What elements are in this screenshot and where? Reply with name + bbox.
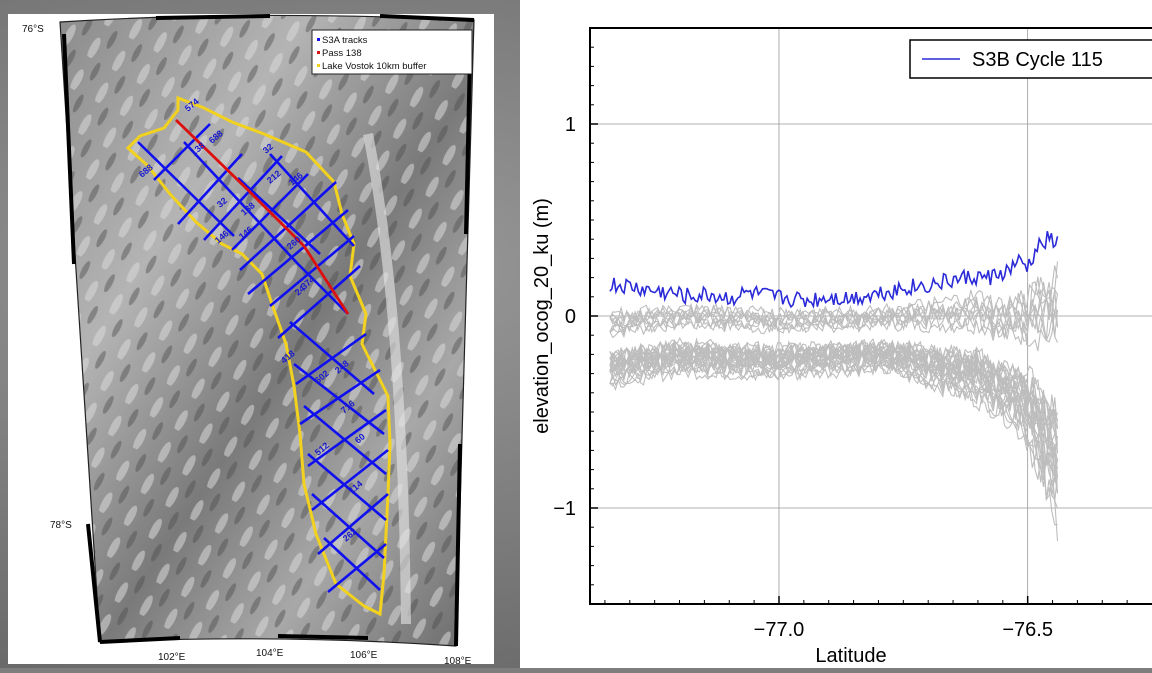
track-label: 32 <box>215 195 229 209</box>
chart-legend: S3B Cycle 115 <box>909 39 1152 79</box>
cycle-line <box>609 339 1059 422</box>
y-tick-label: 1 <box>565 114 576 136</box>
cycle-line <box>609 301 1059 341</box>
legend-label-pass: Pass 138 <box>322 48 362 59</box>
y-tick-label: −1 <box>553 498 576 520</box>
series-line-s3b-cycle-115 <box>609 231 1059 309</box>
map-figure: 574 138 688 32 146 212 146 32 138 260 14… <box>8 14 494 667</box>
cycle-line <box>609 287 1058 325</box>
lon-label-108e: 108°E <box>444 656 472 664</box>
track-line <box>311 493 385 559</box>
track-line <box>323 537 381 591</box>
track-line <box>307 408 387 468</box>
lake-vostok-buffer <box>125 95 392 617</box>
x-tick-label: −77.0 <box>754 619 805 641</box>
cycle-line <box>609 359 1059 509</box>
map-frame-ticks-bottom <box>99 634 369 644</box>
cycle-line <box>609 356 1059 502</box>
track-line <box>311 448 389 512</box>
track-line <box>247 209 349 295</box>
legend-label-s3a: S3A tracks <box>322 35 368 46</box>
elevation-chart: −77.0 −76.5 −1 0 1 Latitude elevation_ocog_2… <box>531 27 1152 667</box>
cycle-line <box>609 344 1059 440</box>
legend-label-buffer: Lake Vostok 10km buffer <box>322 61 426 72</box>
track-label: 60 <box>353 431 367 445</box>
cycle-line <box>609 315 1059 352</box>
track-line <box>299 368 381 426</box>
track-line <box>317 493 389 555</box>
track-line <box>295 332 367 386</box>
map-panel: 574 138 688 32 146 212 146 32 138 260 14… <box>8 14 494 667</box>
track-line <box>269 153 355 247</box>
lat-label-78s: 78°S <box>50 520 72 531</box>
axis-ticks: −77.0 −76.5 −1 0 1 <box>553 46 1128 641</box>
track-line <box>327 542 387 594</box>
track-line <box>307 453 387 521</box>
track-line <box>177 153 243 225</box>
map-terrain-ridges <box>60 15 474 647</box>
x-axis-label: Latitude <box>815 645 886 667</box>
map-frame-ticks-left <box>62 33 102 643</box>
map-frame-ticks-right <box>454 53 472 647</box>
cycle-line <box>609 352 1059 493</box>
lon-label-106e: 106°E <box>350 650 378 661</box>
lat-label-76s: 76°S <box>22 24 44 35</box>
chart-panel: −77.0 −76.5 −1 0 1 Latitude elevation_ocog_2… <box>520 0 1152 668</box>
legend-swatch-pass <box>317 51 320 54</box>
series-lines <box>609 231 1059 309</box>
lon-label-102e: 102°E <box>158 652 186 663</box>
track-line <box>153 123 211 181</box>
y-tick-label: 0 <box>565 306 576 328</box>
track-line <box>277 265 361 339</box>
cycle-line <box>609 351 1058 479</box>
track-line <box>269 235 355 307</box>
track-label: 24 <box>293 283 307 297</box>
grey-cycle-lines <box>609 261 1059 542</box>
cycle-line <box>609 336 1059 427</box>
track-line <box>183 141 349 315</box>
x-tick-label: −76.5 <box>1002 619 1053 641</box>
pass-138-track <box>175 118 350 315</box>
cycle-line <box>609 261 1059 322</box>
track-line <box>137 141 235 237</box>
track-line <box>203 155 283 241</box>
s3a-tracks <box>137 123 389 594</box>
legend-swatch-s3a <box>317 38 320 41</box>
chart-legend-label: S3B Cycle 115 <box>972 49 1103 71</box>
lon-label-104e: 104°E <box>256 648 284 659</box>
map-legend: S3A tracks Pass 138 Lake Vostok 10km buf… <box>311 29 473 75</box>
y-axis-label: elevation_ocog_20_ku (m) <box>531 198 553 434</box>
legend-swatch-buffer <box>317 64 320 67</box>
map-bright-ridge <box>363 133 411 625</box>
map-frame-ticks-top <box>155 14 475 22</box>
cycle-line <box>609 265 1059 324</box>
track-label: 32 <box>261 141 275 155</box>
track-line <box>237 177 321 255</box>
